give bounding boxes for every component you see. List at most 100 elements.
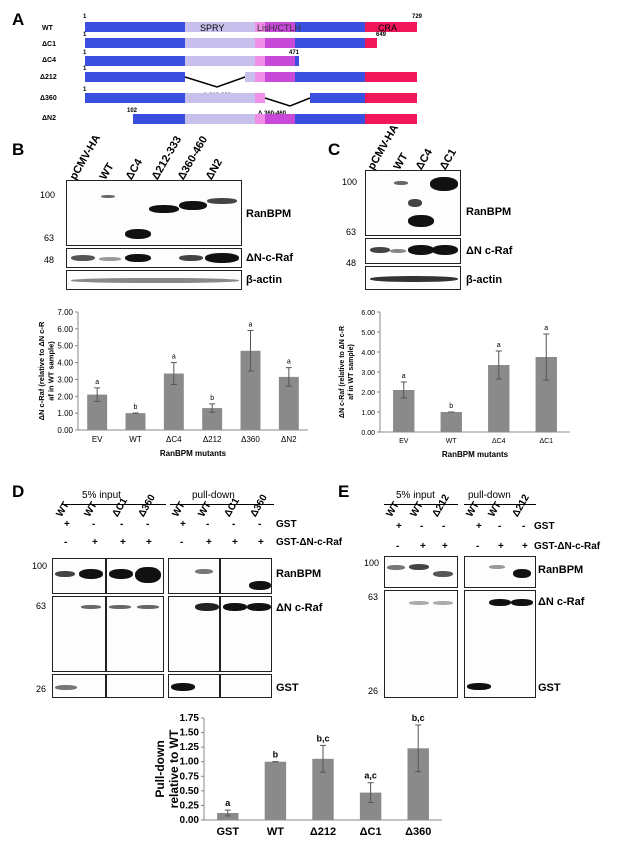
treatment-sign: +: [476, 521, 482, 532]
svg-text:ΔC4: ΔC4: [42, 57, 56, 64]
svg-text:649: 649: [376, 32, 387, 38]
category-label: Δ360: [405, 826, 431, 838]
significance-letter: a: [249, 322, 253, 329]
bar: [407, 748, 429, 820]
group-title: 5% input: [82, 490, 121, 501]
svg-text:1: 1: [83, 32, 87, 38]
y-tick-label: 1.00: [57, 409, 73, 418]
significance-letter: b: [134, 404, 138, 411]
panel-label-b: B: [12, 140, 25, 159]
y-tick-label: 6.00: [361, 310, 375, 317]
y-tick-label: 2.00: [57, 392, 73, 401]
blot-label: RanBPM: [466, 206, 512, 218]
panel-label-e: E: [338, 482, 350, 501]
category-label: Δ212: [203, 435, 222, 444]
treatment-sign: +: [120, 537, 126, 548]
svg-text:729: 729: [412, 14, 423, 20]
lane-label: ΔC4: [413, 146, 435, 172]
blot-label: RanBPM: [538, 564, 584, 576]
blot-ranbpm-pulldown: [464, 556, 536, 588]
category-label: ΔC1: [539, 438, 553, 445]
svg-text:ΔC1: ΔC1: [42, 41, 56, 48]
treatment-sign: +: [258, 537, 264, 548]
treatment-sign: +: [232, 537, 238, 548]
significance-letter: b,c: [316, 733, 329, 743]
treatment-sign: +: [442, 541, 448, 552]
treatment-sign: +: [396, 521, 402, 532]
blot-label: ΔN c-Raf: [276, 602, 323, 614]
lane-label: WT: [196, 500, 214, 519]
category-label: WT: [129, 435, 142, 444]
y-axis-label: ΔN c-Raf (relative to ΔN c-Raf in WT sam…: [37, 321, 56, 420]
treatment-sign: -: [146, 519, 150, 530]
blot-dn-craf: [66, 248, 242, 268]
svg-text:102: 102: [127, 108, 138, 114]
domain-diagram: WT 1 729 SPRY LisH/CTLH CRA ΔC1 1 649 ΔC…: [40, 14, 423, 124]
lane-label: WT: [391, 151, 411, 172]
bar-chart-pulldown: 0.00 0.25 0.50 0.75 1.00 1.25 1.50 1.75 a GST b WT b…: [153, 713, 442, 838]
bar: [359, 792, 382, 820]
svg-text:Δ360: Δ360: [40, 95, 57, 102]
significance-letter: a: [172, 354, 176, 361]
lane-label: WT: [464, 500, 482, 519]
y-tick-label: 1.00: [180, 757, 200, 768]
lane-label: WT: [486, 500, 504, 519]
lane-label: Δ360: [136, 492, 158, 519]
row-label: GST-ΔN-c-Raf: [534, 541, 601, 552]
blot-dn-craf: [365, 238, 461, 264]
y-tick-label: 5.00: [361, 330, 375, 337]
spry-label: SPRY: [200, 23, 224, 33]
treatment-sign: +: [420, 541, 426, 552]
bar-chart-panel-c: 0.00 1.00 2.00 3.00 4.00 5.00 6.00 a EV b WT a ΔC4 a Δ…: [339, 310, 570, 459]
bar: [202, 408, 223, 430]
mw-marker: 48: [346, 258, 357, 268]
y-tick-label: 4.00: [57, 359, 73, 368]
treatment-sign: -: [396, 541, 400, 552]
bar: [125, 413, 146, 430]
treatment-sign: -: [92, 519, 96, 530]
bar: [488, 365, 510, 432]
y-tick-label: 4.00: [361, 350, 375, 357]
y-tick-label: 7.00: [57, 308, 73, 317]
blot-ranbpm-input: [384, 556, 458, 588]
treatment-sign: -: [420, 521, 424, 532]
blot-ranbpm-pulldown: [168, 558, 220, 594]
y-tick-label: 1.75: [180, 713, 200, 724]
svg-text:ΔN2: ΔN2: [42, 115, 56, 122]
blot-dn-craf-input: [384, 590, 458, 698]
category-label: ΔN2: [281, 435, 297, 444]
y-tick-label: 0.00: [361, 430, 375, 437]
blot-dn-craf-pulldown: [168, 596, 220, 672]
lane-label: WT: [54, 500, 72, 519]
mw-marker: 63: [346, 227, 357, 237]
lane-label: WT: [97, 161, 117, 182]
mw-marker: 100: [32, 561, 48, 571]
category-label: Δ360: [241, 435, 260, 444]
treatment-sign: -: [522, 521, 526, 532]
blot-gst-pulldown: [168, 674, 220, 698]
y-tick-label: 0.00: [57, 426, 73, 435]
bar-chart-panel-b: 0.00 1.00 2.00 3.00 4.00 5.00 6.00 7.00 a EV b WT a Δ…: [37, 308, 308, 458]
y-tick-label: 5.00: [57, 342, 73, 351]
blot-label: β-actin: [466, 274, 503, 286]
y-tick-label: 6.00: [57, 325, 73, 334]
construct-label: WT: [42, 25, 54, 32]
treatment-sign: -: [64, 537, 68, 548]
treatment-sign: +: [180, 519, 186, 530]
treatment-sign: -: [442, 521, 446, 532]
group-title: 5% input: [396, 490, 435, 501]
treatment-sign: -: [180, 537, 184, 548]
panel-label-a: A: [12, 10, 25, 29]
svg-text:Δ212: Δ212: [40, 74, 57, 81]
bar: [312, 758, 334, 820]
category-label: ΔC4: [492, 438, 506, 445]
bar: [440, 412, 462, 432]
blot-ranbpm: [66, 180, 242, 246]
group-title: pull-down: [192, 490, 235, 501]
bar: [217, 813, 239, 820]
blot-label: RanBPM: [276, 568, 322, 580]
blot-label: β-actin: [246, 274, 283, 286]
lane-label: WT: [82, 500, 100, 519]
y-tick-label: 2.00: [361, 390, 375, 397]
bar: [278, 376, 299, 430]
